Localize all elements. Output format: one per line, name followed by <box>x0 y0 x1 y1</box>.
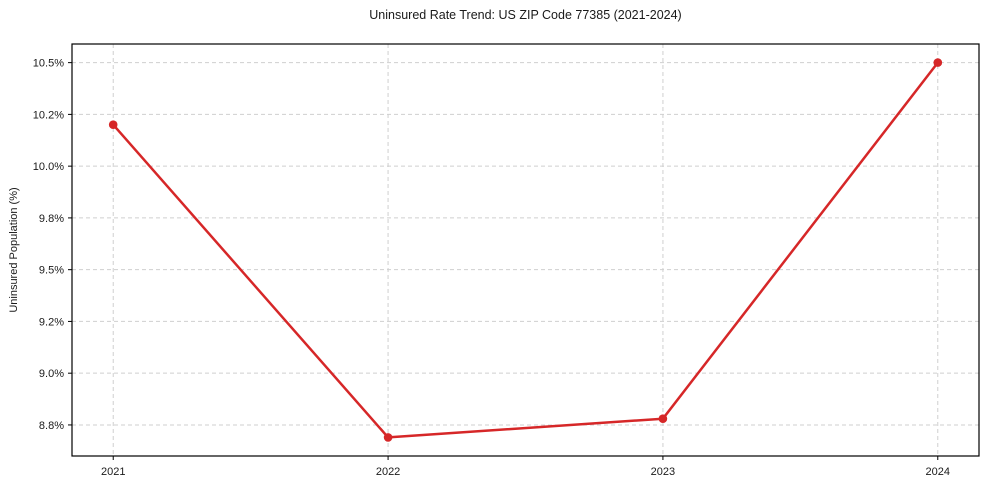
data-point <box>108 120 118 129</box>
plot-border <box>71 43 980 457</box>
x-tick-label: 2024 <box>926 466 950 478</box>
y-tick-label: 9.0% <box>39 368 64 380</box>
y-tick-label: 8.8% <box>39 420 64 432</box>
data-point <box>933 58 943 67</box>
data-point <box>658 414 668 424</box>
y-tick-label: 9.2% <box>39 316 64 328</box>
x-tick-label: 2023 <box>651 466 675 478</box>
chart-title: Uninsured Rate Trend: US ZIP Code 77385 … <box>369 8 682 22</box>
y-tick-label: 10.5% <box>33 58 64 70</box>
x-tick-label: 2021 <box>101 466 125 478</box>
data-point <box>383 433 393 442</box>
y-tick-label: 10.0% <box>33 161 64 173</box>
y-tick-label: 10.2% <box>33 109 64 121</box>
y-tick-label: 9.5% <box>39 265 64 277</box>
data-line <box>112 61 939 439</box>
y-tick-label: 9.8% <box>39 213 64 225</box>
x-tick-label: 2022 <box>376 466 400 478</box>
